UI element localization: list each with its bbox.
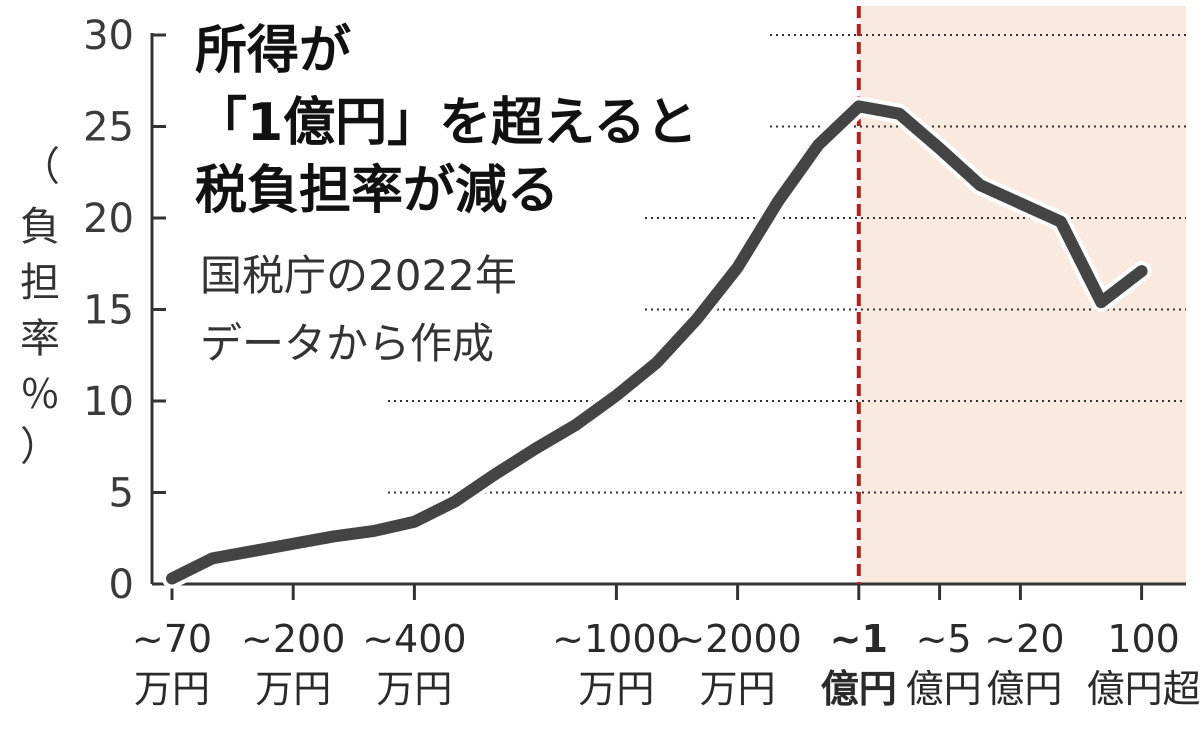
axes bbox=[150, 33, 1186, 586]
x-tick-label-24-line-1: 億円超 bbox=[1087, 667, 1200, 711]
y-tick-label-0: 0 bbox=[109, 562, 134, 608]
x-tick-label-17-line-0: ~1 bbox=[830, 617, 888, 661]
highlight-region bbox=[858, 6, 1186, 584]
title-halo-line-2: 税負担率が減る bbox=[195, 161, 559, 221]
y-tick-label-25: 25 bbox=[83, 105, 134, 151]
x-tick-label-14-line-1: 万円 bbox=[700, 667, 776, 711]
subtitle-line-0: 国税庁の2022年 bbox=[200, 251, 517, 300]
x-tick-label-6-line-0: ~400 bbox=[362, 617, 466, 661]
y-tick-label-30: 30 bbox=[83, 13, 134, 59]
ylabel-char-3: 率 bbox=[20, 316, 60, 362]
x-tick-label-21-line-1: 億円 bbox=[986, 667, 1062, 711]
ylabel-char-5: ） bbox=[20, 424, 60, 470]
x-tick-label-24-line-0: 100 bbox=[1107, 617, 1180, 661]
x-tick-label-3-line-1: 万円 bbox=[255, 667, 331, 711]
x-tick-label-14-line-0: ~2000 bbox=[673, 617, 802, 661]
x-tick-marks bbox=[170, 584, 1144, 600]
title-line-2: 税負担率が減る bbox=[195, 161, 559, 221]
y-tick-label-10: 10 bbox=[83, 379, 134, 425]
subtitle-line-1: データから作成 bbox=[200, 319, 494, 368]
ylabel-char-1: 負 bbox=[20, 204, 60, 250]
x-tick-labels: ~70万円~200万円~400万円~1000万円~2000万円~1億円~5億円~… bbox=[132, 617, 1200, 711]
ylabel-char-4: ％ bbox=[20, 372, 60, 418]
x-tick-label-19-line-0: ~5 bbox=[916, 617, 972, 661]
x-tick-label-19-line-1: 億円 bbox=[906, 667, 982, 711]
x-tick-label-6-line-1: 万円 bbox=[376, 667, 452, 711]
x-tick-label-11-line-0: ~1000 bbox=[552, 617, 681, 661]
series-lines bbox=[162, 96, 1152, 589]
x-tick-label-0-line-1: 万円 bbox=[134, 667, 210, 711]
title-line-1: 「1億円」を超えると bbox=[195, 93, 698, 153]
x-tick-label-11-line-1: 万円 bbox=[578, 667, 654, 711]
x-tick-label-3-line-0: ~200 bbox=[241, 617, 345, 661]
x-tick-label-0-line-0: ~70 bbox=[132, 617, 212, 661]
title-line-0: 所得が bbox=[195, 21, 351, 81]
y-tick-label-5: 5 bbox=[109, 471, 134, 517]
y-tick-label-20: 20 bbox=[83, 196, 134, 242]
ylabel-char-0: （ bbox=[20, 144, 60, 190]
title-halo-line-0: 所得が bbox=[195, 21, 351, 81]
ylabel-char-2: 担 bbox=[20, 260, 60, 306]
title-halo-line-1: 「1億円」を超えると bbox=[195, 93, 698, 153]
y-axis-label: （ 負担率 ％ ） bbox=[20, 144, 60, 470]
x-tick-label-21-line-0: ~20 bbox=[984, 617, 1064, 661]
series-line-0 bbox=[166, 100, 1148, 585]
x-tick-label-17-line-1: 億円 bbox=[821, 667, 897, 711]
y-tick-labels: 0 5 10 15 20 25 30 bbox=[83, 13, 134, 608]
y-tick-label-15: 15 bbox=[83, 288, 134, 334]
